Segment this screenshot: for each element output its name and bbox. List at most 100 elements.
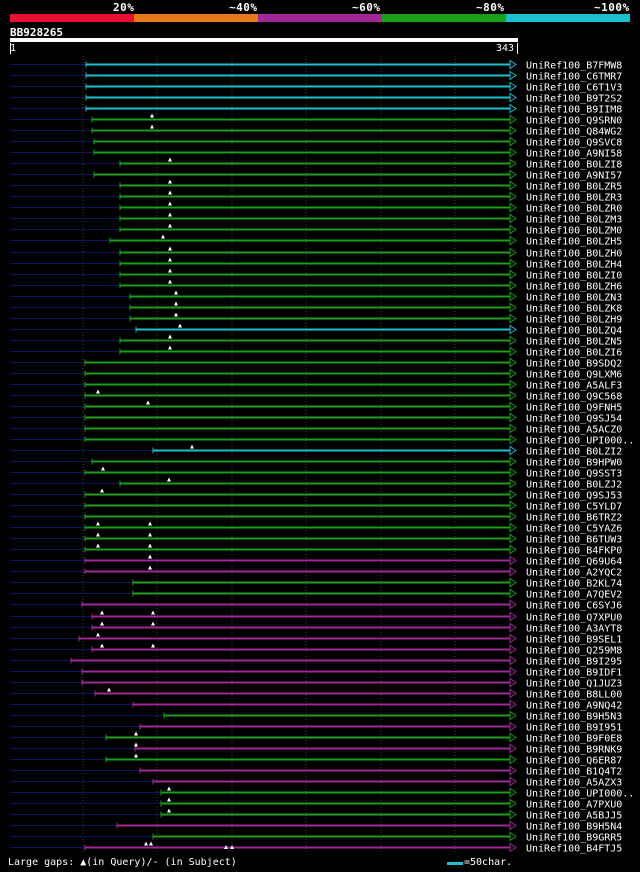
hit-label: UniRef100_B0LZH6: [526, 282, 622, 293]
hit-arrow: [509, 357, 517, 368]
hit-arrow: [509, 544, 517, 555]
hit-label: UniRef100_B0LZJ2: [526, 480, 622, 491]
hit-arrow: [509, 280, 517, 291]
hit-label: UniRef100_B9SDQ2: [526, 359, 622, 370]
hit-arrow: [509, 644, 517, 655]
query-gap-marker: [174, 312, 178, 317]
hit-label: UniRef100_B9RNK9: [526, 745, 622, 756]
hit-arrow: [509, 577, 517, 588]
hit-label: UniRef100_B0LZR0: [526, 204, 622, 215]
query-gap-marker: [168, 179, 172, 184]
hit-arrow: [509, 688, 517, 699]
hit-label: UniRef100_B4FTJ5: [526, 844, 622, 855]
hit-label: UniRef100_B0LZI6: [526, 348, 622, 359]
query-gap-marker: [150, 124, 154, 129]
hit-arrow: [509, 445, 517, 456]
hit-arrow: [509, 677, 517, 688]
hit-label: UniRef100_B4FKP0: [526, 546, 622, 557]
hit-arrow: [509, 346, 517, 357]
query-gap-marker: [168, 157, 172, 162]
query-gap-marker: [174, 301, 178, 306]
hit-arrow: [509, 423, 517, 434]
hit-label: UniRef100_B0LZQ4: [526, 326, 622, 337]
query-gap-marker: [134, 742, 138, 747]
hit-label: UniRef100_B2KL74: [526, 579, 622, 590]
query-gap-marker: [190, 444, 194, 449]
query-gap-marker: [148, 565, 152, 570]
query-gap-marker: [168, 334, 172, 339]
hit-arrow: [509, 114, 517, 125]
hit-arrow: [509, 765, 517, 776]
query-gap-marker: [100, 610, 104, 615]
hit-label: UniRef100_A7PXU0: [526, 800, 622, 811]
query-gap-marker: [96, 532, 100, 537]
legend-label-60: ~60%: [352, 1, 381, 14]
hit-arrow: [509, 820, 517, 831]
hit-label: UniRef100_Q259M8: [526, 646, 622, 657]
hit-arrow: [509, 456, 517, 467]
hit-label: UniRef100_B0LZH9: [526, 315, 622, 326]
hit-label: UniRef100_B9I295: [526, 657, 622, 668]
query-gap-marker: [168, 257, 172, 262]
query-gap-marker: [168, 201, 172, 206]
hit-label: UniRef100_B0LZM0: [526, 226, 622, 237]
hit-label: UniRef100_B9I951: [526, 723, 622, 734]
hit-label: UniRef100_UPI000..: [526, 436, 634, 447]
hit-arrow: [509, 291, 517, 302]
legend-label-80: ~80%: [476, 1, 505, 14]
hit-arrow: [509, 158, 517, 169]
query-gap-marker: [107, 687, 111, 692]
ruler-tick-end: [517, 43, 518, 54]
footer-gaps-legend: Large gaps: ▲(in Query)/- (in Subject): [8, 857, 237, 868]
hit-arrow: [509, 302, 517, 313]
hit-arrow: [509, 390, 517, 401]
query-gap-marker: [168, 268, 172, 273]
ruler-start-label: 1: [10, 43, 17, 54]
query-gap-marker: [168, 279, 172, 284]
hit-label: UniRef100_A5ACZ0: [526, 425, 622, 436]
query-gap-marker: [148, 532, 152, 537]
query-gap-marker: [149, 841, 153, 846]
hit-label: UniRef100_B0LZH4: [526, 260, 622, 271]
hit-arrow: [509, 467, 517, 478]
hit-label: UniRef100_B9T2S2: [526, 94, 622, 105]
hit-arrow: [509, 235, 517, 246]
hit-label: UniRef100_A5BJJ5: [526, 811, 622, 822]
query-gap-marker: [168, 345, 172, 350]
query-gap-marker: [178, 323, 182, 328]
identity-legend-bar: [10, 14, 630, 22]
query-gap-marker: [168, 223, 172, 228]
hit-label: UniRef100_C6SYJ6: [526, 601, 622, 612]
hit-label: UniRef100_A9NQ42: [526, 701, 622, 712]
legend-label-40: ~40%: [229, 1, 258, 14]
scale-bar: [447, 862, 463, 865]
hit-arrow: [509, 70, 517, 81]
query-gap-marker: [96, 521, 100, 526]
hit-arrow: [509, 324, 517, 335]
hit-label: UniRef100_A9NI58: [526, 149, 622, 160]
hit-arrow: [509, 732, 517, 743]
hit-label: UniRef100_B9IIM8: [526, 105, 622, 116]
hit-label: UniRef100_B9H5N4: [526, 822, 622, 833]
query-gap-marker: [100, 621, 104, 626]
hit-label: UniRef100_A5AZX3: [526, 778, 622, 789]
hit-arrow: [509, 125, 517, 136]
hit-label: UniRef100_B9HPW0: [526, 458, 622, 469]
hit-label: UniRef100_B9SEL1: [526, 635, 622, 646]
query-gap-marker: [168, 212, 172, 217]
hit-label: UniRef100_B0LZN5: [526, 337, 622, 348]
legend-segment: [134, 14, 258, 22]
hit-label: UniRef100_B9F0E8: [526, 734, 622, 745]
hit-arrow: [509, 412, 517, 423]
hit-arrow: [509, 434, 517, 445]
hit-arrow: [509, 809, 517, 820]
query-gap-marker: [167, 477, 171, 482]
hit-label: UniRef100_A9NI57: [526, 171, 622, 182]
query-gap-marker: [168, 190, 172, 195]
hit-arrow: [509, 776, 517, 787]
ruler-end-label: 343: [496, 43, 515, 54]
hit-arrow: [509, 500, 517, 511]
hit-arrow: [509, 379, 517, 390]
hit-arrow: [509, 59, 517, 70]
query-gap-marker: [161, 234, 165, 239]
